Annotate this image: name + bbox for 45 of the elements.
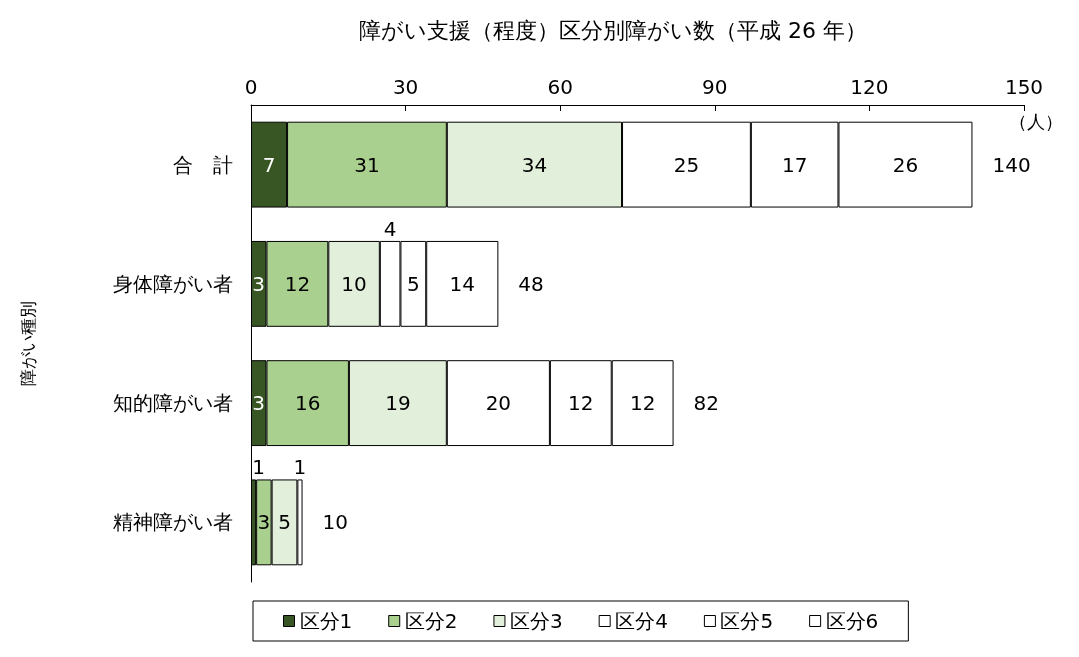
data-label: 3	[257, 510, 271, 535]
chart-title: 障がい支援（程度）区分別障がい数（平成 26 年）	[359, 17, 867, 43]
x-tick-label: 90	[702, 75, 728, 99]
data-label: 19	[385, 391, 411, 416]
data-label: 4	[383, 216, 397, 241]
data-label: 12	[568, 391, 594, 416]
x-tick-label: 120	[850, 75, 889, 99]
x-tick-label: 30	[392, 75, 419, 99]
data-label: 5	[406, 271, 420, 296]
total-label: 140	[992, 152, 1031, 177]
y-tick-label: 知的障がい者	[113, 391, 233, 416]
data-label: 12	[629, 391, 656, 416]
data-label: 12	[284, 271, 311, 296]
data-label: 26	[892, 152, 919, 177]
data-label: 20	[485, 391, 512, 416]
y-axis-title: 障がい種別	[17, 301, 38, 386]
annotation: （人）	[1009, 110, 1063, 132]
legend-label: 区分5	[720, 609, 774, 633]
data-label: 34	[521, 152, 548, 177]
total-label: 48	[518, 271, 544, 296]
data-label: 1	[252, 455, 265, 480]
y-tick-label: 身体障がい者	[113, 271, 233, 296]
data-label: 3	[252, 271, 266, 296]
data-label: 3	[252, 391, 266, 416]
legend-label: 区分1	[299, 609, 353, 633]
legend-label: 区分4	[615, 609, 668, 633]
x-tick-label: 0	[244, 75, 258, 99]
total-label: 82	[693, 391, 720, 416]
data-label: 14	[449, 271, 476, 296]
legend-label: 区分2	[404, 609, 458, 633]
x-tick-label: 60	[547, 75, 573, 99]
legend-label: 区分6	[825, 609, 879, 633]
data-label: 25	[673, 152, 700, 177]
data-label: 10	[341, 271, 367, 296]
y-tick-label: 合 計	[173, 152, 233, 177]
data-label: 17	[781, 152, 808, 177]
y-tick-label: 精神障がい者	[113, 510, 233, 535]
data-label: 16	[294, 391, 321, 416]
data-label: 5	[278, 510, 291, 535]
data-label: 7	[262, 152, 276, 177]
x-tick-label: 150	[1004, 75, 1044, 99]
total-label: 10	[322, 510, 348, 535]
data-label: 1	[293, 455, 307, 480]
legend-label: 区分3	[509, 609, 563, 633]
data-label: 31	[354, 152, 380, 177]
